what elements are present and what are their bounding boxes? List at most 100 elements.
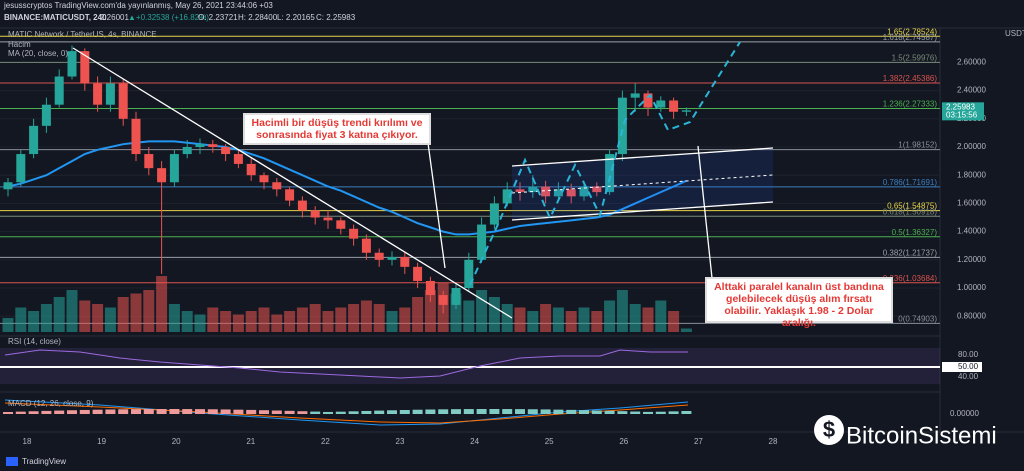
logo-mark: $ (823, 417, 835, 442)
projection (469, 41, 741, 286)
channel-mid (511, 174, 774, 194)
candle-body (425, 280, 435, 296)
volume-bar (104, 307, 116, 332)
candle-body (259, 175, 269, 183)
candle-body (361, 238, 371, 253)
macd-bar (54, 410, 65, 414)
candle-body (272, 182, 282, 190)
fib-label: 0.618(1.50918) (883, 207, 938, 216)
high: H: 2.28400 (238, 13, 278, 22)
candle-body (630, 93, 640, 98)
candle-body (285, 189, 295, 201)
candle-body (246, 163, 256, 176)
macd-bar (92, 409, 103, 414)
candle-body (3, 182, 13, 190)
date-label: 25 (545, 437, 554, 446)
candle-body (310, 210, 320, 218)
candle-body (131, 118, 141, 155)
fib-label: 1.5(2.59976) (892, 54, 938, 63)
macd-bar (220, 409, 231, 414)
volume-bar (591, 311, 603, 332)
volume-bar (232, 314, 244, 332)
channel-bottom (511, 201, 774, 221)
rsi-label: RSI (14, close) (8, 337, 61, 346)
macd-bar (374, 410, 385, 414)
fib-label: 0.5(1.36327) (892, 228, 938, 237)
volume-bar (450, 293, 462, 332)
volume-bar (53, 297, 65, 332)
macd-bar (233, 409, 244, 414)
macd-bar (335, 411, 346, 414)
macd-bar (617, 411, 628, 414)
fib-label: 1.382(2.45386) (883, 74, 938, 83)
macd-bar (207, 409, 218, 414)
candle-body (169, 154, 179, 183)
chart-title: MATIC Network / TetherUS, 4s, BINANCE (8, 30, 157, 39)
macd-bar (131, 409, 141, 414)
candle-body (681, 110, 691, 112)
macd-bar (489, 409, 500, 414)
price-tick-label: 1.00000 (957, 283, 986, 292)
macd-bar (105, 409, 116, 414)
low: L: 2.20165 (277, 13, 315, 22)
volume-bar (40, 304, 52, 332)
volume-bar (143, 290, 155, 332)
volume-bar (130, 293, 142, 332)
candle-body (515, 189, 525, 193)
date-label: 22 (321, 437, 330, 446)
macd-bar (668, 411, 679, 414)
date-label: 20 (172, 437, 181, 446)
logo-circle (814, 415, 844, 445)
volume-bar (604, 300, 616, 332)
trend-line (72, 47, 513, 319)
macd-bar (655, 411, 666, 414)
volume-bar (424, 290, 436, 332)
volume-bar (92, 304, 104, 332)
channel-fill (512, 148, 773, 220)
macd-histogram (3, 409, 692, 414)
candle-body (323, 217, 333, 221)
volume-bar (476, 290, 488, 332)
candle-body (208, 144, 218, 147)
macd-bar (15, 411, 26, 414)
macd-bar (182, 409, 193, 414)
volume-bar (399, 307, 411, 332)
volume-bar (66, 290, 78, 332)
price-box (942, 102, 984, 121)
fib-label: 0(0.74903) (898, 314, 937, 323)
rsi-tick: 80.00 (958, 350, 979, 359)
macd-bar (463, 409, 474, 414)
volume-bar (322, 311, 334, 332)
candle-body (16, 154, 26, 183)
callout-pointer (427, 142, 446, 269)
close: C: 2.25983 (316, 13, 356, 22)
candle-body (451, 288, 461, 305)
volume-bar (220, 311, 232, 332)
fib-label: 1(1.98152) (898, 141, 937, 150)
date-label: 26 (619, 437, 628, 446)
candle-body (617, 97, 627, 155)
volume-bar (514, 307, 526, 332)
volume-bar (194, 314, 206, 332)
candle-body (349, 228, 359, 239)
macd-label: MACD (12, 26, close, 9) (8, 399, 94, 408)
macd-bar (297, 411, 308, 414)
candle-body (157, 168, 167, 183)
candle-body (118, 83, 128, 119)
volume-bar (28, 311, 40, 332)
candle-body (297, 200, 307, 211)
price-tick-label: 1.60000 (957, 199, 986, 208)
volume-bar (501, 304, 513, 332)
candle-body (29, 125, 39, 155)
price-box-label: 2.25983 (946, 102, 975, 111)
candle-body (669, 100, 679, 112)
candle-body (221, 147, 231, 155)
open: O: 2.23721 (198, 13, 238, 22)
footer-logo (6, 457, 18, 466)
callout-pointer (697, 145, 713, 279)
rsi-tick: 50.00 (958, 362, 979, 371)
fib-label: 0.786(1.71691) (883, 178, 938, 187)
volume-bar (335, 307, 347, 332)
last-price: 2.26001 (100, 13, 129, 22)
date-label: 27 (694, 437, 703, 446)
